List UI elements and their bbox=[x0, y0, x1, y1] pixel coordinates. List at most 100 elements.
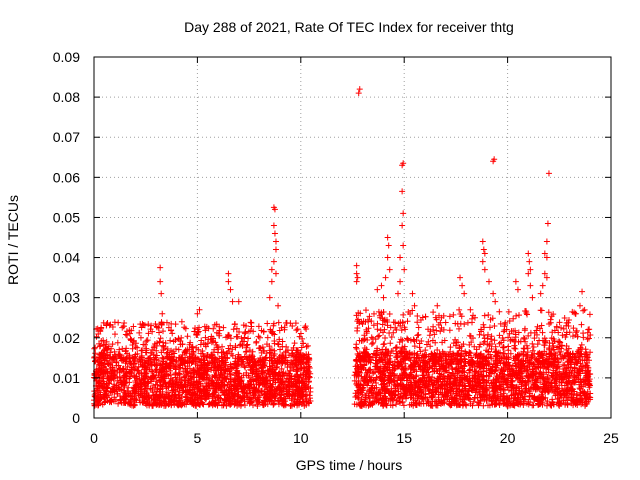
data-point bbox=[206, 353, 213, 360]
data-point bbox=[569, 353, 576, 360]
data-point bbox=[414, 350, 421, 357]
data-point bbox=[381, 357, 388, 364]
data-point bbox=[404, 336, 411, 343]
data-point bbox=[407, 357, 414, 364]
data-point bbox=[572, 401, 579, 408]
data-point bbox=[167, 337, 174, 344]
data-point bbox=[374, 345, 381, 352]
data-point bbox=[388, 333, 395, 340]
data-point bbox=[464, 376, 470, 383]
data-point bbox=[91, 402, 98, 409]
data-point bbox=[103, 338, 110, 345]
data-point bbox=[144, 358, 151, 365]
data-point bbox=[153, 347, 160, 354]
data-point bbox=[578, 341, 585, 348]
data-point bbox=[160, 346, 167, 353]
data-point bbox=[197, 341, 204, 348]
data-point bbox=[363, 352, 370, 359]
data-point bbox=[471, 373, 478, 380]
data-point bbox=[255, 358, 262, 365]
data-point bbox=[160, 373, 167, 380]
data-point bbox=[354, 387, 361, 394]
data-point bbox=[399, 337, 406, 344]
data-point bbox=[276, 379, 283, 386]
data-point bbox=[152, 381, 159, 388]
data-point bbox=[160, 355, 167, 362]
data-point bbox=[203, 389, 210, 396]
data-point bbox=[499, 334, 506, 341]
data-point bbox=[469, 315, 476, 322]
data-point bbox=[443, 358, 450, 365]
data-point bbox=[492, 357, 499, 364]
data-point bbox=[562, 365, 569, 372]
data-point bbox=[192, 402, 199, 409]
data-point bbox=[488, 397, 495, 404]
data-point bbox=[481, 335, 488, 342]
data-point bbox=[160, 339, 167, 346]
data-point bbox=[440, 350, 447, 357]
data-point bbox=[496, 308, 503, 315]
data-point bbox=[585, 335, 592, 342]
data-point bbox=[491, 388, 498, 395]
data-point bbox=[474, 399, 481, 406]
data-point bbox=[269, 383, 276, 390]
data-point bbox=[413, 337, 420, 344]
data-point bbox=[175, 370, 182, 377]
data-point bbox=[544, 398, 551, 405]
data-point bbox=[165, 401, 172, 408]
data-point bbox=[568, 356, 575, 363]
data-point bbox=[446, 375, 453, 382]
data-point bbox=[379, 369, 386, 376]
data-point bbox=[474, 357, 481, 364]
data-point bbox=[476, 390, 483, 397]
data-point bbox=[435, 394, 442, 401]
data-point bbox=[580, 390, 587, 397]
data-point bbox=[151, 396, 158, 403]
data-point bbox=[379, 315, 386, 322]
data-point bbox=[307, 388, 314, 395]
data-point bbox=[221, 391, 228, 398]
data-point bbox=[563, 331, 570, 338]
data-point bbox=[255, 323, 262, 330]
data-point bbox=[512, 345, 519, 352]
data-point bbox=[190, 367, 197, 374]
data-point bbox=[532, 355, 539, 362]
data-point bbox=[484, 348, 491, 355]
data-point bbox=[279, 338, 286, 345]
data-point bbox=[126, 353, 133, 360]
data-point bbox=[220, 324, 227, 331]
data-point bbox=[502, 361, 509, 368]
data-point bbox=[550, 346, 557, 353]
data-point bbox=[121, 372, 128, 379]
data-point bbox=[486, 324, 493, 331]
data-point bbox=[484, 341, 491, 348]
data-point bbox=[534, 385, 541, 392]
data-point bbox=[236, 342, 243, 349]
data-point bbox=[237, 402, 244, 409]
data-point bbox=[272, 358, 279, 365]
data-point bbox=[132, 340, 139, 347]
data-point bbox=[241, 392, 248, 399]
data-point bbox=[186, 389, 193, 396]
data-point bbox=[522, 389, 529, 396]
data-point bbox=[513, 312, 520, 319]
data-point bbox=[143, 338, 150, 345]
data-point bbox=[189, 394, 196, 401]
data-point bbox=[505, 308, 512, 315]
data-point bbox=[539, 329, 546, 336]
data-point bbox=[219, 357, 226, 364]
data-point bbox=[163, 360, 170, 367]
data-point bbox=[373, 398, 380, 405]
data-point bbox=[389, 396, 396, 403]
data-point bbox=[116, 352, 123, 359]
data-point bbox=[259, 344, 266, 351]
data-point bbox=[147, 326, 154, 333]
data-point bbox=[169, 330, 176, 337]
data-point bbox=[202, 327, 209, 334]
data-point bbox=[488, 355, 495, 362]
data-point bbox=[417, 357, 424, 364]
data-point bbox=[492, 382, 499, 389]
data-point bbox=[392, 382, 399, 389]
data-point bbox=[230, 364, 237, 371]
